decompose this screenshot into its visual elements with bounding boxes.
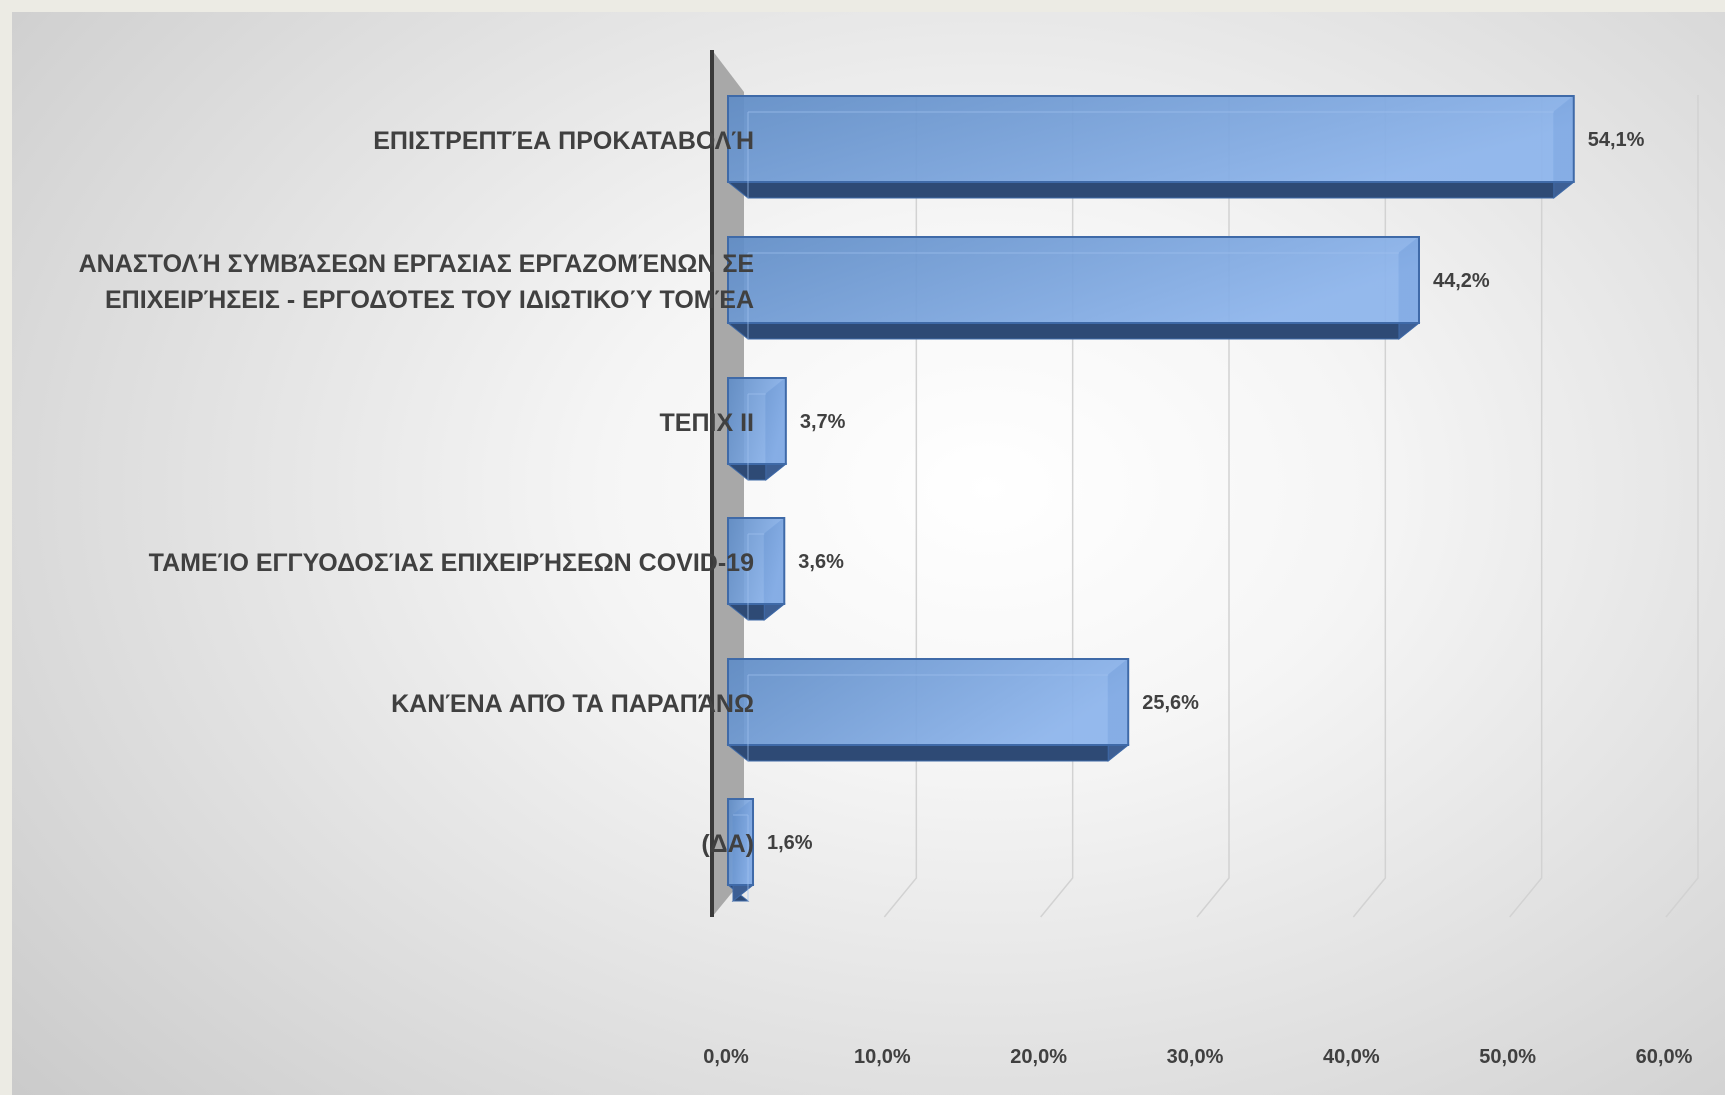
value-label: 1,6% bbox=[767, 832, 813, 854]
bar-bottom-face bbox=[726, 181, 1576, 199]
x-tick-label: 30,0% bbox=[1167, 1046, 1224, 1068]
x-tick-label: 20,0% bbox=[1010, 1046, 1067, 1068]
x-tick-label: 40,0% bbox=[1323, 1046, 1380, 1068]
bar-front-face bbox=[727, 517, 786, 605]
bar-bottom-face bbox=[726, 744, 1130, 762]
x-tick-label: 50,0% bbox=[1479, 1046, 1536, 1068]
x-axis-tick-labels: 0,0% 10,0% 20,0% 30,0% 40,0% 50,0% 60,0% bbox=[703, 1046, 1692, 1068]
category-label: (ΔΑ) bbox=[701, 830, 754, 858]
bar-front-face bbox=[727, 658, 1130, 746]
value-label: 3,7% bbox=[800, 411, 846, 433]
bar-front-face bbox=[727, 377, 787, 465]
value-label: 44,2% bbox=[1433, 270, 1490, 292]
category-label: ΕΠΙΣΤΡΕΠΤΈΑ ΠΡΟΚΑΤΑΒΟΛΉ bbox=[373, 127, 754, 155]
bar-bevel bbox=[747, 393, 766, 480]
gridline bbox=[1352, 95, 1387, 918]
bar bbox=[726, 376, 788, 482]
bar-bevel bbox=[747, 533, 765, 620]
bar bbox=[726, 235, 1421, 341]
bar-bottom-face bbox=[726, 322, 1421, 340]
bar-bevel bbox=[747, 252, 1399, 339]
x-tick-label: 10,0% bbox=[854, 1046, 911, 1068]
bar-front-face bbox=[727, 95, 1575, 183]
bar bbox=[726, 797, 755, 903]
gridline bbox=[883, 95, 918, 918]
x-tick-label: 0,0% bbox=[703, 1046, 749, 1068]
category-label: ΕΠΙΧΕΙΡΉΣΕΙΣ - ΕΡΓΟΔΌΤΕΣ ΤΟΥ ΙΔΙΩΤΙΚΟΎ Τ… bbox=[105, 286, 754, 314]
bar-bevel bbox=[747, 111, 1554, 198]
x-tick-label: 60,0% bbox=[1636, 1046, 1693, 1068]
bar-bevel bbox=[733, 814, 749, 901]
bar-front-face bbox=[727, 236, 1420, 324]
bars bbox=[726, 94, 1576, 903]
value-labels: 54,1% 44,2% 3,7% 3,6% 25,6% 1,6% bbox=[767, 129, 1645, 854]
bar bbox=[726, 657, 1130, 763]
category-label: ΚΑΝΈΝΑ ΑΠΌ ΤΑ ΠΑΡΑΠΆΝΩ bbox=[391, 690, 754, 718]
category-label: ΤΕΠΙΧ ΙΙ bbox=[660, 409, 754, 437]
category-label: ΤΑΜΕΊΟ ΕΓΓΥΟΔΟΣΊΑΣ ΕΠΙΧΕΙΡΉΣΕΩΝ COVID-19 bbox=[149, 549, 754, 577]
category-labels: ΕΠΙΣΤΡΕΠΤΈΑ ΠΡΟΚΑΤΑΒΟΛΉ ΑΝΑΣΤΟΛΉ ΣΥΜΒΆΣΕΩ… bbox=[79, 127, 754, 858]
gridline bbox=[1040, 95, 1074, 918]
bar-front-face bbox=[727, 798, 755, 886]
bar-bevel bbox=[747, 674, 1109, 761]
gridline bbox=[1509, 95, 1543, 918]
gridlines bbox=[883, 95, 1699, 918]
value-label: 54,1% bbox=[1588, 129, 1645, 151]
value-label: 25,6% bbox=[1142, 692, 1199, 714]
gridline bbox=[1196, 95, 1230, 918]
gridline bbox=[1665, 95, 1699, 918]
bar-chart: ΕΠΙΣΤΡΕΠΤΈΑ ΠΡΟΚΑΤΑΒΟΛΉ ΑΝΑΣΤΟΛΉ ΣΥΜΒΆΣΕΩ… bbox=[79, 50, 1699, 1068]
chart-background: ΕΠΙΣΤΡΕΠΤΈΑ ΠΡΟΚΑΤΑΒΟΛΉ ΑΝΑΣΤΟΛΉ ΣΥΜΒΆΣΕΩ… bbox=[12, 12, 1725, 1095]
category-label: ΑΝΑΣΤΟΛΉ ΣΥΜΒΆΣΕΩΝ ΕΡΓΑΣΙΑΣ ΕΡΓΑΖΟΜΈΝΩΝ … bbox=[79, 250, 754, 278]
value-label: 3,6% bbox=[798, 551, 844, 573]
bar bbox=[726, 94, 1576, 200]
bar bbox=[726, 516, 786, 622]
